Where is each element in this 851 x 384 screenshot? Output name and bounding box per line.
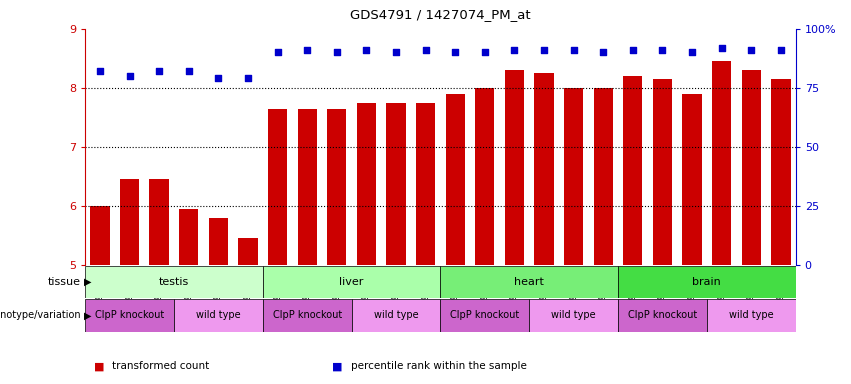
Text: ■: ■ <box>94 361 104 371</box>
Bar <box>327 109 346 265</box>
Bar <box>441 266 618 298</box>
Point <box>597 50 610 56</box>
Bar <box>263 266 441 298</box>
Bar <box>771 79 791 265</box>
Point <box>478 50 492 56</box>
Bar <box>505 70 524 265</box>
Bar <box>594 88 613 265</box>
Text: ■: ■ <box>332 361 342 371</box>
Point <box>745 47 758 53</box>
Point <box>212 75 226 81</box>
Text: tissue: tissue <box>48 277 81 287</box>
Bar <box>351 299 441 332</box>
Text: genotype/variation: genotype/variation <box>0 310 81 321</box>
Bar <box>441 299 529 332</box>
Text: ▶: ▶ <box>84 310 92 321</box>
Bar <box>529 299 618 332</box>
Text: ClpP knockout: ClpP knockout <box>628 310 697 321</box>
Bar <box>268 109 287 265</box>
Bar <box>683 94 702 265</box>
Bar <box>179 209 198 265</box>
Point <box>448 50 462 56</box>
Bar <box>357 103 376 265</box>
Point <box>567 47 580 53</box>
Bar <box>475 88 494 265</box>
Bar <box>623 76 643 265</box>
Text: brain: brain <box>693 277 722 287</box>
Bar <box>707 299 796 332</box>
Bar <box>238 238 258 265</box>
Bar <box>263 299 351 332</box>
Bar <box>712 61 731 265</box>
Text: liver: liver <box>340 277 363 287</box>
Point <box>271 50 284 56</box>
Bar <box>446 94 465 265</box>
Text: wild type: wild type <box>729 310 774 321</box>
Point <box>182 68 196 74</box>
Bar <box>564 88 583 265</box>
Point <box>241 75 254 81</box>
Bar <box>90 206 110 265</box>
Point <box>360 47 374 53</box>
Bar <box>298 109 317 265</box>
Point <box>507 47 521 53</box>
Point <box>626 47 640 53</box>
Bar <box>416 103 435 265</box>
Text: ▶: ▶ <box>84 277 92 287</box>
Bar <box>534 73 554 265</box>
Point <box>537 47 551 53</box>
Text: percentile rank within the sample: percentile rank within the sample <box>351 361 527 371</box>
Point <box>300 47 314 53</box>
Bar <box>208 218 228 265</box>
Text: wild type: wild type <box>374 310 419 321</box>
Bar <box>85 266 263 298</box>
Point <box>93 68 106 74</box>
Point <box>655 47 669 53</box>
Point <box>774 47 788 53</box>
Bar <box>618 299 707 332</box>
Bar <box>386 103 406 265</box>
Text: heart: heart <box>514 277 544 287</box>
Text: wild type: wild type <box>551 310 596 321</box>
Point <box>123 73 136 79</box>
Bar <box>742 70 761 265</box>
Point <box>389 50 403 56</box>
Bar <box>120 179 139 265</box>
Point <box>330 50 344 56</box>
Point <box>152 68 166 74</box>
Bar <box>174 299 263 332</box>
Point <box>685 50 699 56</box>
Bar <box>618 266 796 298</box>
Text: testis: testis <box>159 277 189 287</box>
Point <box>419 47 432 53</box>
Bar <box>85 299 174 332</box>
Bar <box>150 179 168 265</box>
Text: wild type: wild type <box>196 310 241 321</box>
Text: ClpP knockout: ClpP knockout <box>272 310 342 321</box>
Text: ClpP knockout: ClpP knockout <box>450 310 519 321</box>
Text: GDS4791 / 1427074_PM_at: GDS4791 / 1427074_PM_at <box>350 8 531 21</box>
Point <box>715 45 728 51</box>
Text: transformed count: transformed count <box>112 361 209 371</box>
Bar <box>653 79 672 265</box>
Text: ClpP knockout: ClpP knockout <box>95 310 164 321</box>
